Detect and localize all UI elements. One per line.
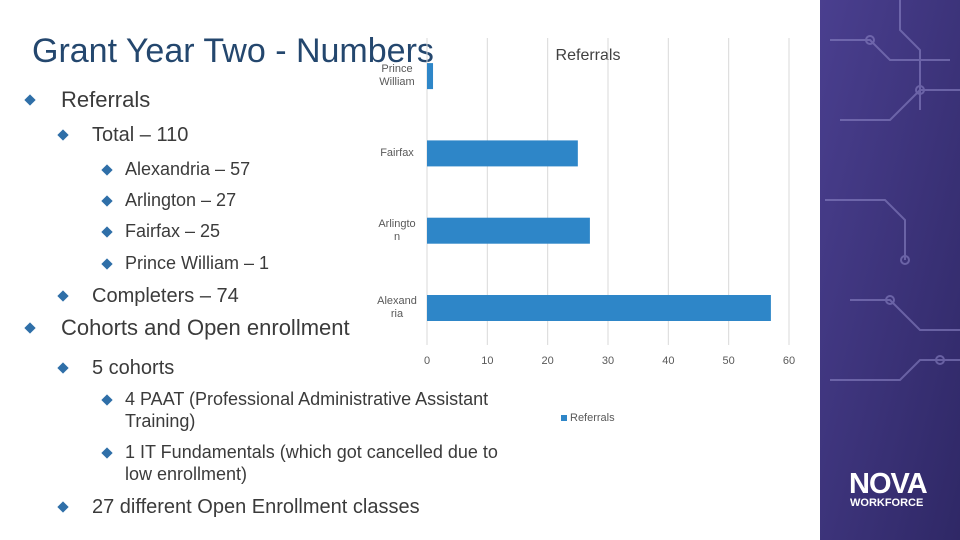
bar — [427, 217, 590, 244]
x-tick-label: 30 — [602, 355, 614, 367]
bullet-text: Completers – 74 — [92, 285, 239, 307]
bullet-text: Referrals — [61, 86, 151, 112]
x-tick-label: 50 — [723, 355, 735, 367]
bullet-text: 27 different Open Enrollment classes — [92, 496, 420, 518]
bullet-text: Arlington – 27 — [125, 190, 237, 211]
logo-text: NOVA — [849, 468, 928, 500]
logo-text: WORKFORCE — [850, 497, 924, 509]
bullet-text: Fairfax – 25 — [125, 221, 221, 242]
legend-label: Referrals — [570, 412, 615, 424]
slide-title: Grant Year Two - Numbers — [32, 32, 434, 70]
y-tick-label: Alexandria — [377, 295, 417, 320]
chart-title: Referrals — [556, 47, 621, 64]
y-tick-label: Fairfax — [380, 146, 414, 159]
bullet-text: Cohorts and Open enrollment — [61, 314, 350, 340]
bar — [427, 63, 434, 90]
bar — [427, 140, 578, 167]
bullet-text: 5 cohorts — [92, 357, 175, 379]
bar — [427, 295, 771, 321]
y-tick-label: Arlington — [378, 217, 416, 243]
x-tick-label: 40 — [662, 355, 674, 367]
bullet-text: 4 PAAT (Professional Administrative Assi… — [125, 389, 489, 431]
x-tick-label: 10 — [481, 355, 493, 367]
bullet-text: 1 IT Fundamentals (which got cancelled d… — [125, 442, 498, 484]
bullet-text: Alexandria – 57 — [125, 159, 251, 180]
circuit — [825, 0, 960, 381]
bullet-text: Prince William – 1 — [125, 253, 270, 274]
x-tick-label: 20 — [542, 355, 554, 367]
x-tick-label: 0 — [424, 355, 430, 367]
legend-swatch — [561, 415, 567, 421]
bullet-text: Total – 110 — [92, 124, 189, 146]
y-tick-label: Prince William — [379, 63, 415, 89]
x-tick-label: 60 — [783, 355, 795, 367]
